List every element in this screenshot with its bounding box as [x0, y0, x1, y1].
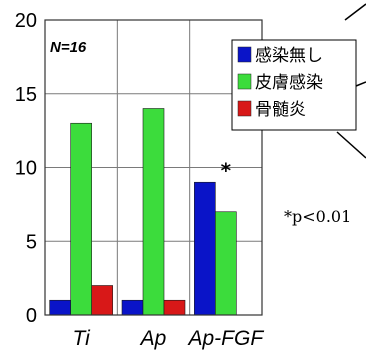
callout-line-top	[344, 3, 366, 21]
bar	[91, 285, 113, 316]
y-tick-label: 5	[26, 231, 37, 253]
legend-label: 骨髄炎	[255, 100, 306, 120]
x-tick-label: Ti	[73, 327, 92, 350]
n-label: N=16	[50, 39, 87, 56]
legend-label: 皮膚感染	[255, 73, 323, 93]
bar	[194, 181, 216, 316]
plot-frame	[44, 19, 263, 316]
y-tick-labels: 0 5 10 15 20	[15, 10, 37, 327]
bar	[121, 299, 144, 316]
callout-line-middle	[355, 81, 366, 87]
x-tick-labels: Ti Ap Ap-FGF	[73, 327, 265, 350]
legend-swatch	[237, 46, 252, 63]
legend-swatch	[237, 73, 252, 90]
bar	[163, 299, 186, 316]
bar	[70, 122, 92, 316]
significance-star: *	[221, 158, 232, 182]
bars-group	[49, 108, 237, 316]
plot-border	[44, 19, 263, 316]
p-value-note: *p<0.01	[284, 207, 351, 226]
legend-swatch	[237, 100, 252, 117]
x-tick-label: Ap	[139, 327, 167, 350]
bar	[142, 108, 165, 316]
y-tick-label: 0	[26, 305, 37, 327]
y-tick-label: 20	[15, 10, 37, 32]
callout-line-bottom	[336, 131, 366, 159]
bar	[215, 211, 237, 316]
legend-box	[231, 39, 357, 131]
y-tick-label: 10	[15, 158, 37, 180]
legend-label: 感染無し	[255, 46, 323, 66]
y-tick-label: 15	[15, 84, 37, 106]
x-tick-label: Ap-FGF	[186, 327, 264, 350]
bar	[49, 299, 71, 316]
